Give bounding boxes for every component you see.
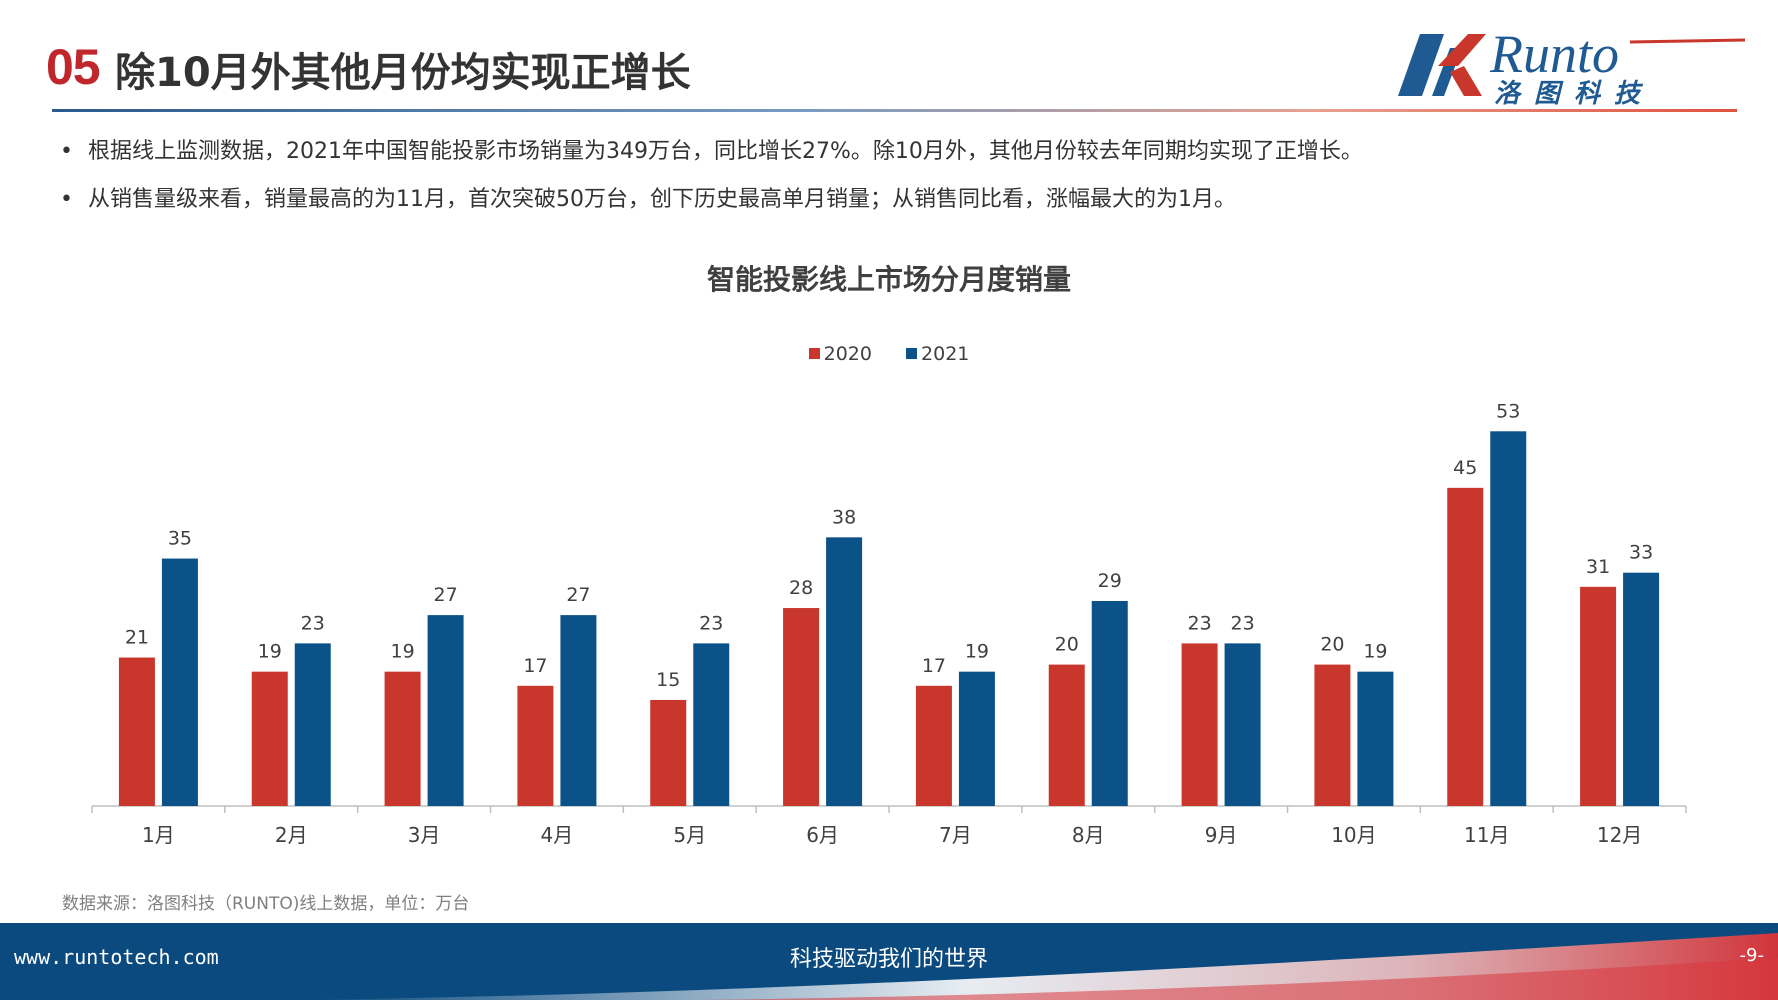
summary-bullets: • 根据线上监测数据，2021年中国智能投影市场销量为349万台，同比增长27%。… (60, 128, 1740, 224)
data-label-2021-11: 53 (1496, 400, 1520, 422)
bar-2021-6 (826, 537, 863, 806)
page-number: -9- (1739, 945, 1764, 966)
bar-2021-4 (560, 615, 597, 806)
bullet-item: • 根据线上监测数据，2021年中国智能投影市场销量为349万台，同比增长27%。… (60, 128, 1740, 176)
bullet-item: • 从销售量级来看，销量最高的为11月，首次突破50万台，创下历史最高单月销量；从… (60, 176, 1740, 224)
bar-2021-10 (1357, 671, 1394, 806)
chart-title: 智能投影线上市场分月度销量 (706, 263, 1071, 296)
chart-legend: 2020 2021 (0, 343, 1778, 365)
legend-item-2020: 2020 (808, 343, 872, 365)
legend-swatch-2020 (808, 348, 820, 359)
bar-2021-12 (1623, 572, 1660, 806)
bar-2020-8 (1048, 664, 1085, 806)
x-tick-label: 10月 (1331, 823, 1376, 847)
bar-chart: 21 35 1月 19 23 2月 19 27 3月 17 27 4月 15 23 5月 28 38 6月 17 19… (91, 400, 1687, 847)
data-label-2021-9: 23 (1230, 612, 1254, 634)
bullet-text: 从销售量级来看，销量最高的为11月，首次突破50万台，创下历史最高单月销量；从销… (88, 187, 1236, 212)
footer-wave-decoration (300, 933, 1778, 1000)
x-tick-label: 11月 (1464, 823, 1509, 847)
bar-2021-11 (1490, 431, 1527, 806)
logo-chinese-text: 洛图科技 (1494, 79, 1654, 106)
legend-item-2021: 2021 (906, 343, 969, 365)
bar-2021-9 (1224, 643, 1261, 806)
bullet-marker: • (60, 139, 73, 164)
footer-bar: www.runtotech.com 科技驱动我们的世界 -9- (0, 923, 1778, 1000)
x-tick-label: 12月 (1597, 823, 1642, 847)
data-label-2021-7: 19 (965, 641, 989, 663)
data-label-2021-10: 19 (1363, 641, 1387, 663)
data-label-2020-7: 17 (922, 655, 946, 677)
data-label-2020-10: 20 (1320, 634, 1344, 656)
bar-2020-10 (1314, 664, 1351, 806)
data-label-2021-1: 35 (168, 528, 192, 550)
bar-2020-6 (783, 608, 820, 806)
bullet-text: 根据线上监测数据，2021年中国智能投影市场销量为349万台，同比增长27%。除… (88, 139, 1363, 164)
bar-2021-8 (1091, 600, 1128, 806)
data-label-2020-12: 31 (1586, 556, 1610, 578)
x-tick-label: 8月 (1072, 823, 1105, 847)
data-label-2021-6: 38 (832, 506, 856, 528)
bar-2020-5 (650, 699, 687, 806)
bar-2021-5 (693, 643, 730, 806)
x-tick-label: 7月 (939, 823, 972, 847)
bar-2020-12 (1580, 586, 1617, 806)
data-label-2021-12: 33 (1629, 542, 1653, 564)
header-divider (52, 109, 1737, 112)
bar-2020-7 (915, 685, 952, 806)
data-label-2020-8: 20 (1055, 634, 1079, 656)
footer-slogan: 科技驱动我们的世界 (789, 947, 988, 972)
bullet-marker: • (60, 187, 73, 212)
bar-2020-11 (1447, 487, 1484, 806)
data-label-2020-3: 19 (390, 641, 414, 663)
data-label-2020-9: 23 (1187, 612, 1211, 634)
footer-url-link[interactable]: www.runtotech.com (14, 945, 219, 969)
slide-title: 除10月外其他月份均实现正增长 (115, 50, 691, 96)
section-number: 05 (46, 39, 101, 95)
data-label-2021-8: 29 (1098, 570, 1122, 592)
legend-label-2021: 2021 (921, 343, 970, 365)
bar-2020-3 (384, 671, 421, 806)
x-tick-label: 6月 (806, 823, 839, 847)
data-label-2021-3: 27 (433, 584, 457, 606)
bar-2020-2 (251, 671, 288, 806)
x-tick-label: 4月 (541, 823, 574, 847)
data-label-2021-5: 23 (699, 612, 723, 634)
data-label-2021-4: 27 (566, 584, 590, 606)
x-tick-label: 5月 (673, 823, 706, 847)
logo-latin-text: Runto (1489, 24, 1619, 84)
data-label-2020-6: 28 (789, 577, 813, 599)
bar-2021-2 (294, 643, 331, 806)
slide-header: 05 除10月外其他月份均实现正增长 Runto 洛图科技 (0, 0, 1778, 120)
data-label-2020-11: 45 (1453, 457, 1477, 479)
bar-2020-9 (1181, 643, 1218, 806)
data-label-2020-4: 17 (523, 655, 547, 677)
bar-2021-1 (161, 558, 198, 806)
data-label-2020-2: 19 (258, 641, 282, 663)
bar-2020-4 (517, 685, 554, 806)
bar-2021-3 (427, 615, 464, 806)
bar-2021-7 (958, 671, 995, 806)
data-source-note: 数据来源：洛图科技（RUNTO)线上数据，单位：万台 (62, 894, 470, 914)
legend-label-2020: 2020 (823, 343, 872, 365)
x-tick-label: 2月 (275, 823, 308, 847)
data-label-2020-5: 15 (656, 669, 680, 691)
x-tick-label: 9月 (1205, 823, 1238, 847)
legend-swatch-2021 (906, 348, 918, 359)
bar-2020-1 (118, 657, 155, 806)
x-tick-label: 1月 (142, 823, 175, 847)
data-label-2021-2: 23 (301, 612, 325, 634)
x-tick-label: 3月 (408, 823, 441, 847)
data-label-2020-1: 21 (125, 627, 149, 649)
runto-logo: Runto 洛图科技 (1398, 24, 1746, 106)
